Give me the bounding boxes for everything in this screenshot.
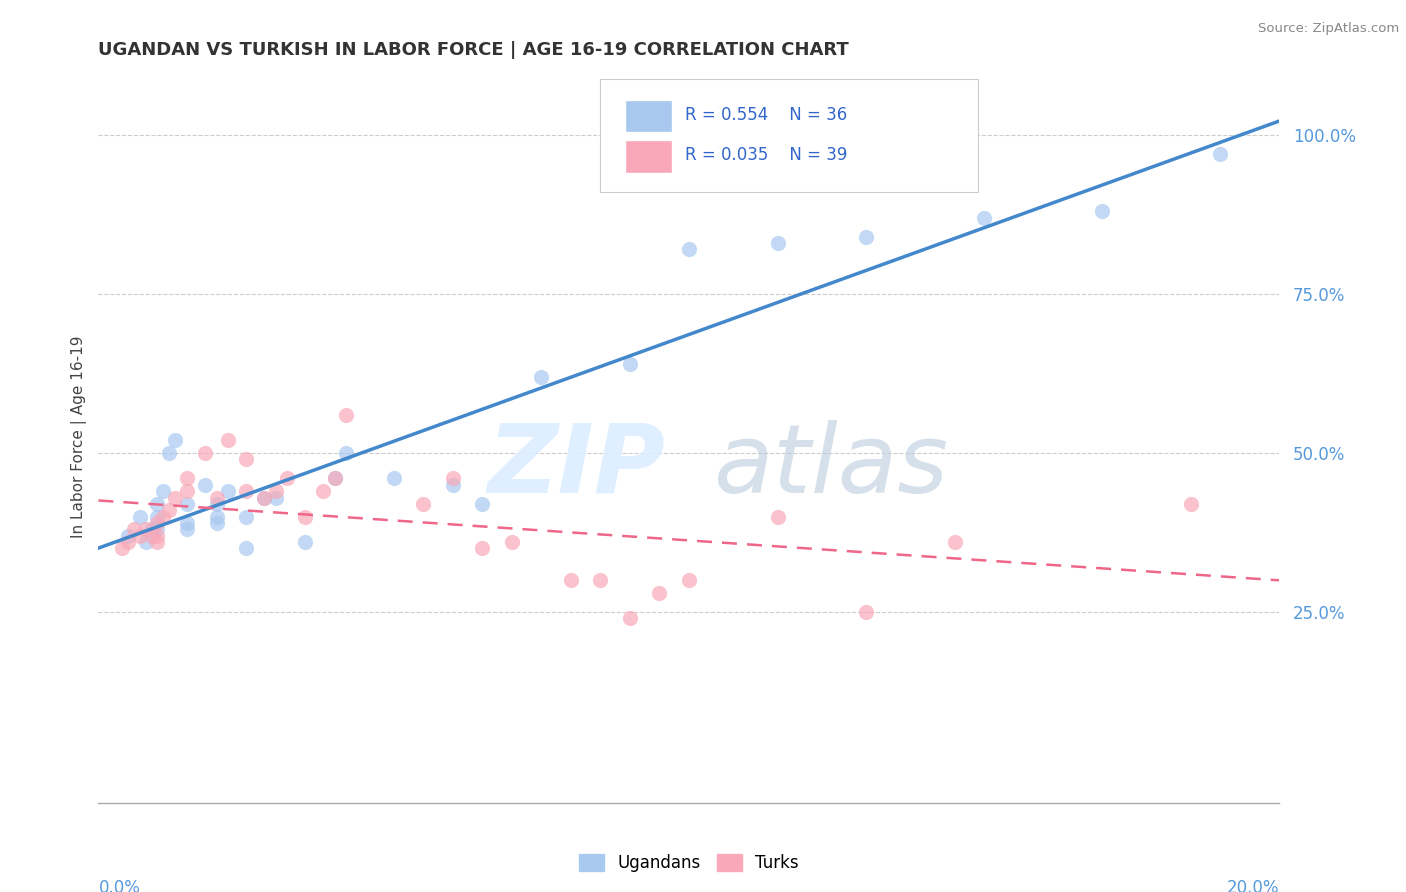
Point — [1180, 497, 1202, 511]
Point — [335, 408, 357, 422]
Point — [146, 529, 169, 543]
Point — [441, 477, 464, 491]
Point — [323, 471, 346, 485]
Point — [589, 573, 612, 587]
Point — [217, 434, 239, 448]
Point — [855, 229, 877, 244]
Point — [217, 484, 239, 499]
Point — [117, 529, 139, 543]
Point — [312, 484, 335, 499]
Point — [235, 541, 257, 556]
Point — [176, 484, 198, 499]
Point — [141, 529, 163, 543]
Point — [152, 484, 174, 499]
Point — [648, 586, 671, 600]
Point — [678, 243, 700, 257]
Point — [146, 522, 169, 536]
Point — [176, 471, 198, 485]
Point — [294, 535, 316, 549]
Point — [146, 497, 169, 511]
Point — [530, 369, 553, 384]
Point — [276, 471, 298, 485]
Point — [619, 357, 641, 371]
Text: Source: ZipAtlas.com: Source: ZipAtlas.com — [1258, 22, 1399, 36]
Point — [1209, 147, 1232, 161]
Text: ZIP: ZIP — [488, 420, 665, 513]
Point — [141, 522, 163, 536]
Point — [146, 516, 169, 530]
Point — [176, 497, 198, 511]
Point — [253, 491, 276, 505]
Point — [135, 522, 157, 536]
Point — [855, 605, 877, 619]
Point — [235, 484, 257, 499]
Point — [194, 477, 217, 491]
Point — [264, 491, 287, 505]
Point — [152, 509, 174, 524]
Point — [441, 471, 464, 485]
Point — [973, 211, 995, 225]
Point — [235, 509, 257, 524]
Text: R = 0.554    N = 36: R = 0.554 N = 36 — [685, 106, 848, 124]
Point — [1091, 204, 1114, 219]
Text: UGANDAN VS TURKISH IN LABOR FORCE | AGE 16-19 CORRELATION CHART: UGANDAN VS TURKISH IN LABOR FORCE | AGE … — [98, 41, 849, 59]
Text: 20.0%: 20.0% — [1227, 880, 1279, 892]
Point — [122, 522, 145, 536]
Point — [501, 535, 523, 549]
FancyBboxPatch shape — [626, 101, 671, 131]
Point — [943, 535, 966, 549]
Text: atlas: atlas — [713, 420, 948, 513]
Point — [205, 516, 228, 530]
Point — [323, 471, 346, 485]
Point — [165, 491, 187, 505]
Point — [117, 535, 139, 549]
Point — [205, 509, 228, 524]
Legend: Ugandans, Turks: Ugandans, Turks — [572, 847, 806, 879]
Point — [471, 541, 494, 556]
Point — [294, 509, 316, 524]
Text: R = 0.035    N = 39: R = 0.035 N = 39 — [685, 146, 848, 164]
FancyBboxPatch shape — [600, 78, 979, 192]
Point — [766, 509, 789, 524]
Point — [135, 535, 157, 549]
Point — [146, 535, 169, 549]
Point — [678, 573, 700, 587]
Y-axis label: In Labor Force | Age 16-19: In Labor Force | Age 16-19 — [72, 335, 87, 539]
Point — [619, 611, 641, 625]
Point — [157, 446, 180, 460]
Point — [205, 497, 228, 511]
Point — [165, 434, 187, 448]
Text: 0.0%: 0.0% — [98, 880, 141, 892]
Point — [253, 491, 276, 505]
Point — [766, 236, 789, 251]
Point — [471, 497, 494, 511]
Point — [146, 509, 169, 524]
Point — [382, 471, 405, 485]
Point — [128, 509, 150, 524]
Point — [264, 484, 287, 499]
Point — [194, 446, 217, 460]
Point — [412, 497, 434, 511]
Point — [176, 522, 198, 536]
Point — [111, 541, 134, 556]
Point — [205, 491, 228, 505]
Point — [157, 503, 180, 517]
Point — [560, 573, 582, 587]
Point — [235, 452, 257, 467]
Point — [128, 529, 150, 543]
Point — [335, 446, 357, 460]
FancyBboxPatch shape — [626, 141, 671, 171]
Point — [176, 516, 198, 530]
